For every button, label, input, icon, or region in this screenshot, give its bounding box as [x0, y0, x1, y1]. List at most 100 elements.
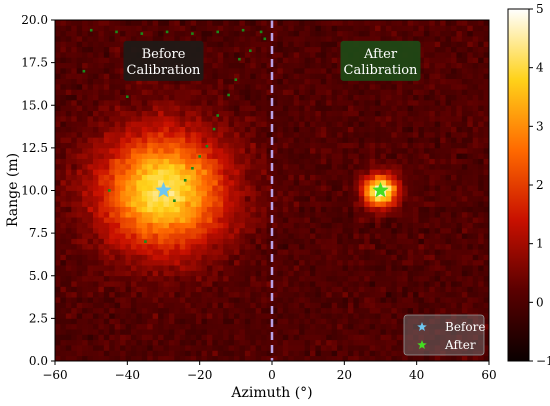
- heat-cell: [277, 211, 284, 218]
- heat-cell: [304, 217, 311, 223]
- heat-cell: [282, 350, 289, 357]
- heat-cell: [206, 67, 213, 74]
- heat-cell: [288, 291, 295, 298]
- heat-cell: [261, 318, 267, 325]
- heat-cell: [353, 30, 360, 37]
- heat-cell: [244, 94, 251, 101]
- heat-cell: [152, 355, 159, 361]
- heat-cell: [304, 153, 311, 159]
- heat-cell: [299, 99, 305, 106]
- heat-cell: [92, 345, 99, 351]
- heat-cell: [217, 185, 224, 191]
- heat-cell: [196, 163, 202, 170]
- heat-cell: [353, 169, 360, 175]
- heat-cell: [55, 217, 61, 223]
- heat-cell: [315, 355, 322, 361]
- heat-cell: [179, 238, 186, 245]
- heat-cell: [331, 115, 338, 122]
- heat-cell: [196, 110, 202, 117]
- heat-cell: [239, 201, 246, 207]
- heat-cell: [456, 83, 463, 90]
- heat-cell: [261, 153, 267, 159]
- heat-cell: [429, 121, 436, 127]
- heat-cell: [234, 249, 240, 255]
- heat-cell: [158, 99, 164, 106]
- heat-cell: [87, 169, 94, 175]
- heat-cell: [347, 329, 354, 335]
- heat-cell: [201, 190, 208, 197]
- heat-cell: [185, 190, 192, 197]
- heat-cell: [92, 265, 99, 271]
- heat-cell: [402, 217, 409, 223]
- heat-cell: [467, 227, 474, 234]
- heat-cell: [337, 62, 343, 69]
- heat-cell: [71, 147, 78, 154]
- heat-cell: [353, 249, 360, 255]
- heat-cell: [451, 62, 457, 69]
- heat-cell: [304, 73, 311, 80]
- heat-cell: [277, 291, 284, 298]
- heat-cell: [174, 83, 181, 90]
- heat-cell: [320, 158, 327, 165]
- heat-cell: [255, 57, 262, 64]
- heat-cell: [114, 329, 121, 335]
- heat-cell: [65, 323, 72, 330]
- heat-cell: [152, 99, 159, 106]
- heat-cell: [234, 259, 240, 266]
- heat-cell: [109, 41, 116, 48]
- heat-cell: [331, 334, 338, 341]
- heat-cell: [114, 217, 121, 223]
- heat-cell: [217, 243, 224, 250]
- heat-cell: [483, 41, 489, 48]
- heat-cell: [315, 243, 322, 250]
- heat-cell: [391, 323, 398, 330]
- heat-cell: [196, 137, 202, 143]
- heat-cell: [369, 270, 376, 277]
- heat-cell: [76, 105, 83, 111]
- heat-cell: [82, 137, 88, 143]
- heat-cell: [337, 243, 343, 250]
- heat-cell: [445, 185, 452, 191]
- heat-cell: [109, 270, 116, 277]
- heat-cell: [445, 115, 452, 122]
- heat-cell: [125, 334, 132, 341]
- heat-cell: [304, 222, 311, 229]
- heat-cell: [315, 302, 322, 309]
- heat-cell: [429, 163, 436, 170]
- heat-cell: [266, 286, 273, 293]
- heat-cell: [130, 243, 137, 250]
- heat-cell: [201, 206, 208, 213]
- heat-cell: [434, 35, 441, 42]
- heat-cell: [353, 195, 360, 202]
- heat-cell: [342, 254, 349, 261]
- heat-cell: [87, 89, 94, 95]
- heat-cell: [76, 334, 83, 341]
- heat-cell: [152, 217, 159, 223]
- heat-cell: [98, 62, 105, 69]
- heat-cell: [228, 35, 235, 42]
- heat-cell: [423, 46, 430, 53]
- heat-cell: [364, 217, 371, 223]
- heat-cell: [380, 281, 387, 287]
- heat-cell: [65, 355, 72, 361]
- heat-cell: [174, 25, 181, 32]
- heat-cell: [407, 147, 414, 154]
- heat-cell: [407, 153, 414, 159]
- heat-cell: [402, 153, 409, 159]
- heat-cell: [103, 307, 110, 314]
- heat-cell: [434, 46, 441, 53]
- heat-cell: [223, 233, 230, 239]
- heat-cell: [418, 270, 425, 277]
- heat-cell: [304, 51, 311, 58]
- heat-cell: [451, 243, 457, 250]
- heat-cell: [250, 131, 257, 138]
- heat-cell: [293, 339, 300, 346]
- heat-cell: [179, 291, 186, 298]
- heat-cell: [483, 78, 489, 85]
- heat-cell: [109, 249, 116, 255]
- heat-cell: [239, 302, 246, 309]
- heat-cell: [92, 179, 99, 186]
- heat-cell: [228, 222, 235, 229]
- heat-cell: [396, 195, 403, 202]
- heat-cell: [429, 259, 436, 266]
